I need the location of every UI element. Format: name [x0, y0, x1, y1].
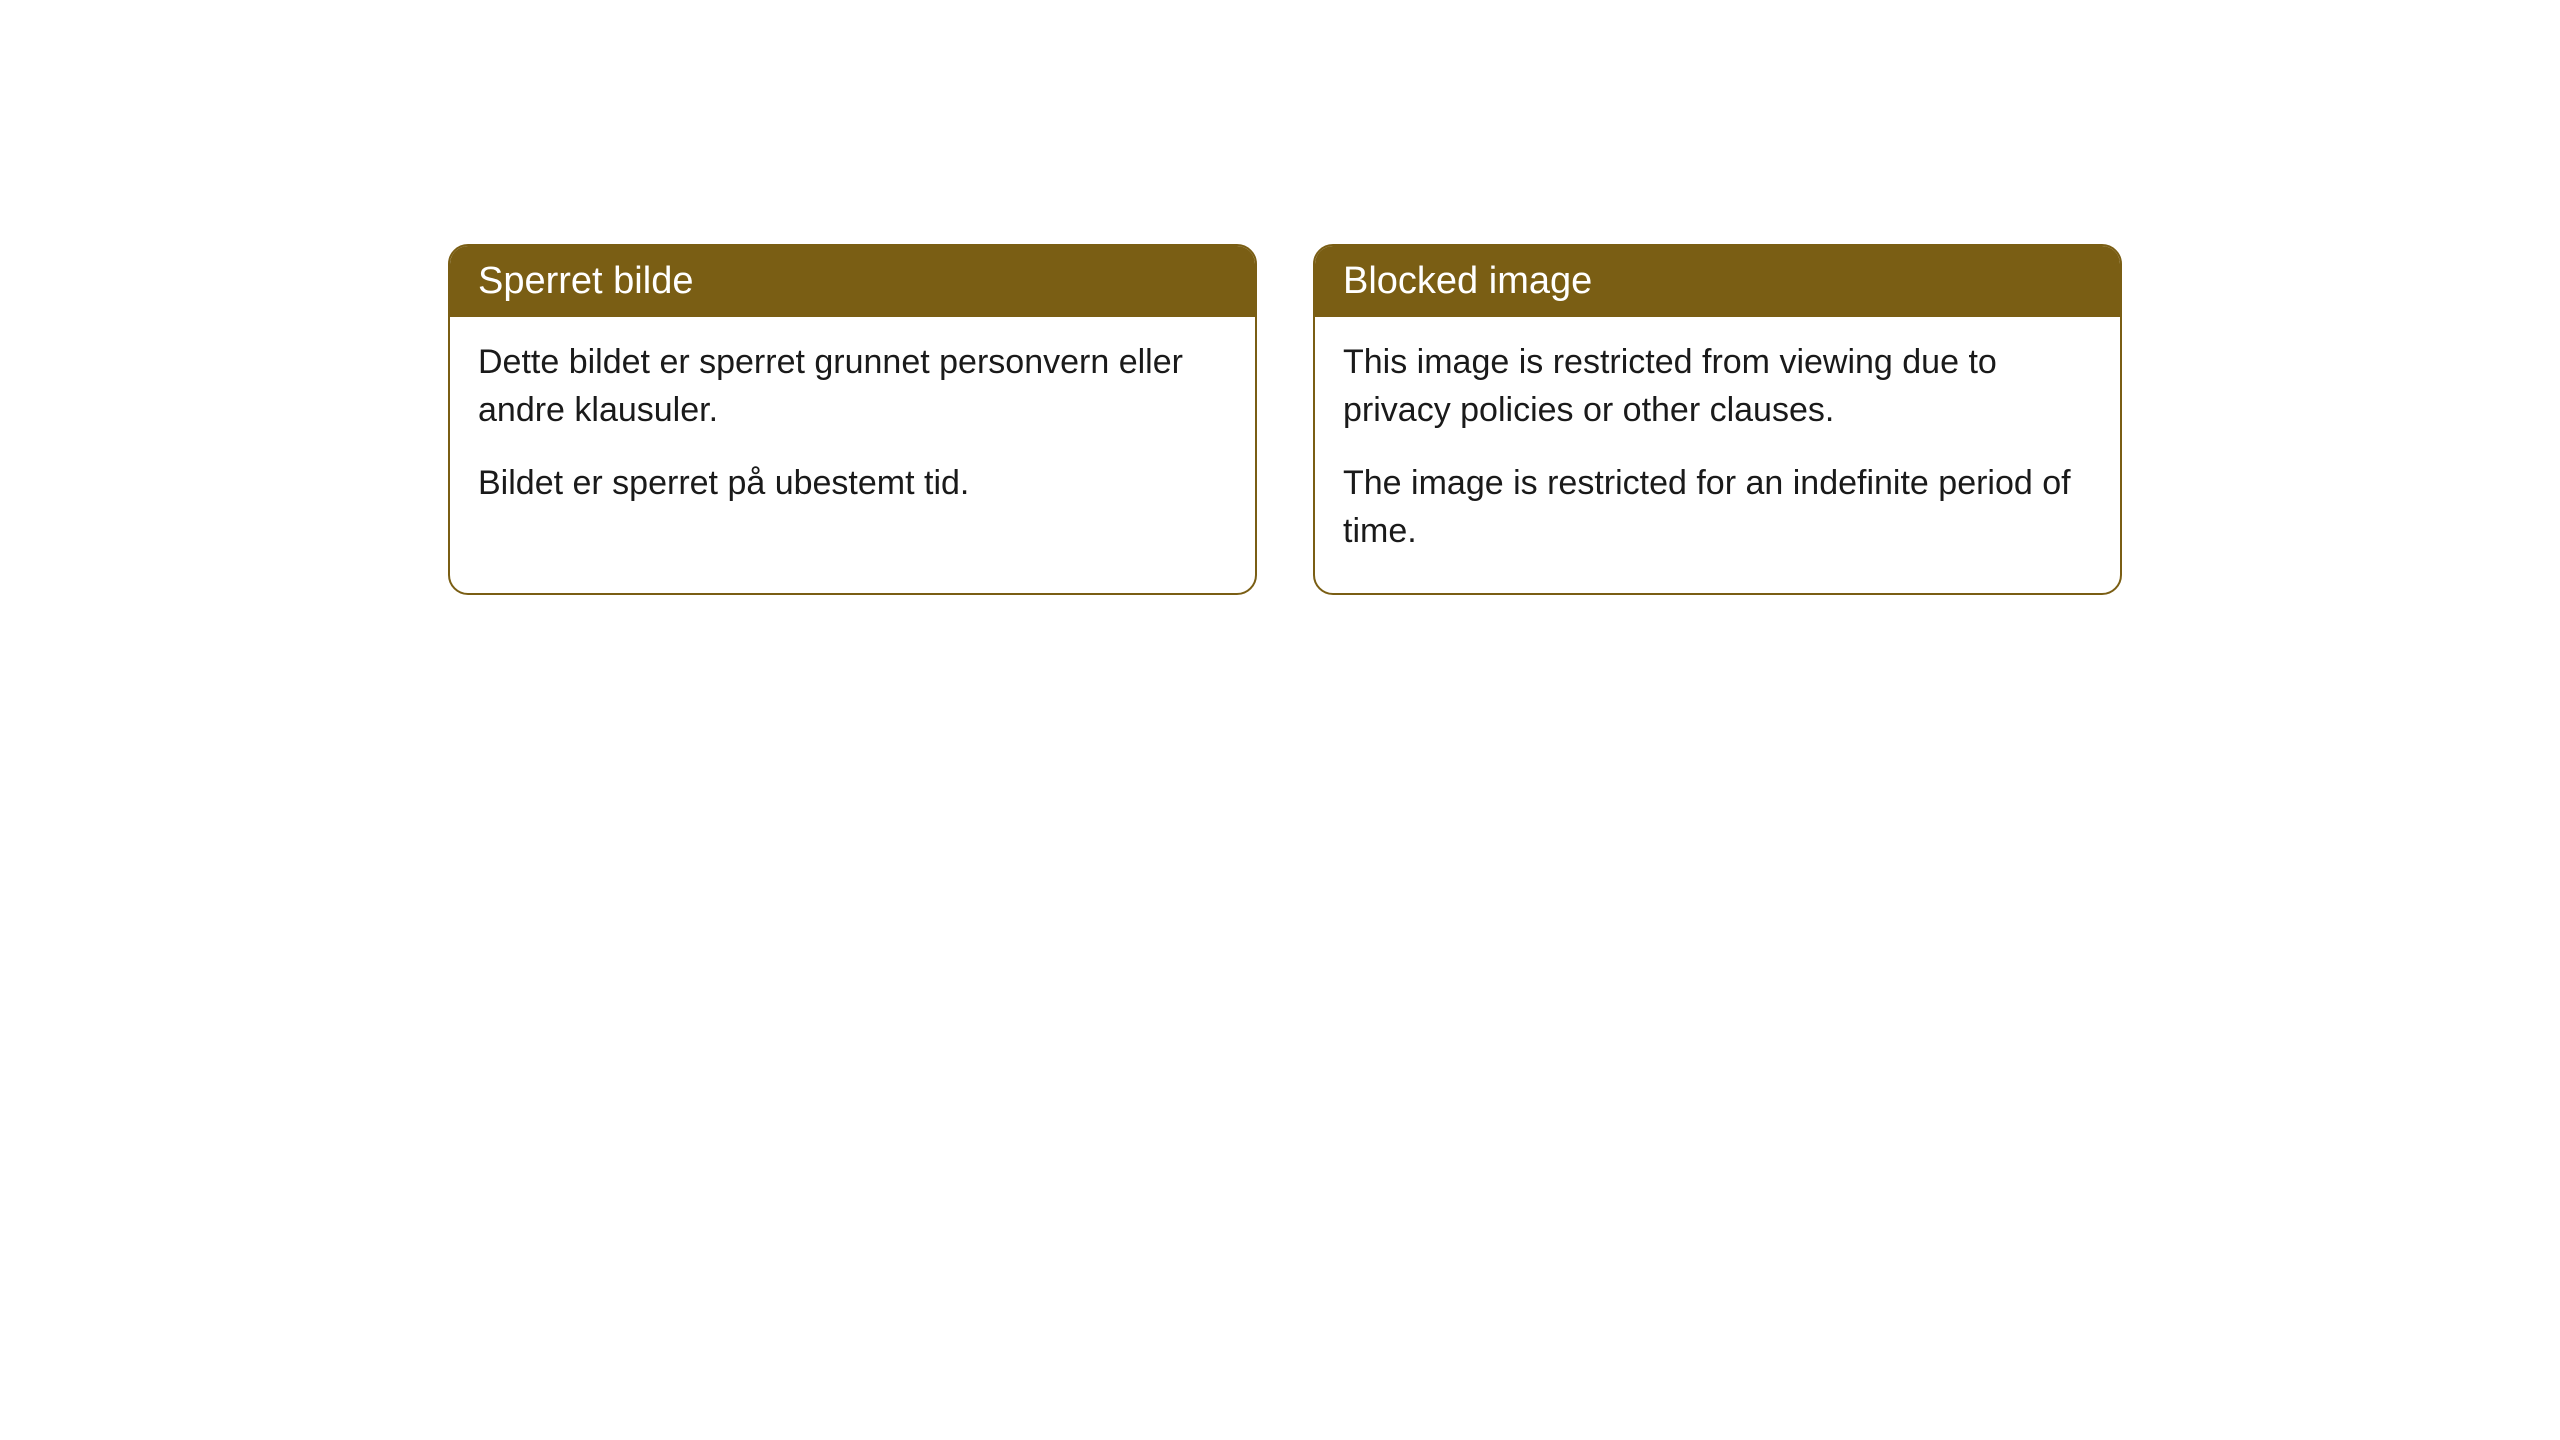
- card-body-english: This image is restricted from viewing du…: [1315, 317, 2120, 593]
- notice-cards-container: Sperret bilde Dette bildet er sperret gr…: [448, 244, 2122, 595]
- card-paragraph-1: Dette bildet er sperret grunnet personve…: [478, 339, 1227, 434]
- card-title: Sperret bilde: [478, 260, 693, 302]
- card-header-norwegian: Sperret bilde: [450, 246, 1255, 317]
- card-paragraph-2: Bildet er sperret på ubestemt tid.: [478, 460, 1227, 508]
- card-title: Blocked image: [1343, 260, 1592, 302]
- card-paragraph-1: This image is restricted from viewing du…: [1343, 339, 2092, 434]
- card-paragraph-2: The image is restricted for an indefinit…: [1343, 460, 2092, 555]
- card-header-english: Blocked image: [1315, 246, 2120, 317]
- blocked-image-card-norwegian: Sperret bilde Dette bildet er sperret gr…: [448, 244, 1257, 595]
- card-body-norwegian: Dette bildet er sperret grunnet personve…: [450, 317, 1255, 546]
- blocked-image-card-english: Blocked image This image is restricted f…: [1313, 244, 2122, 595]
